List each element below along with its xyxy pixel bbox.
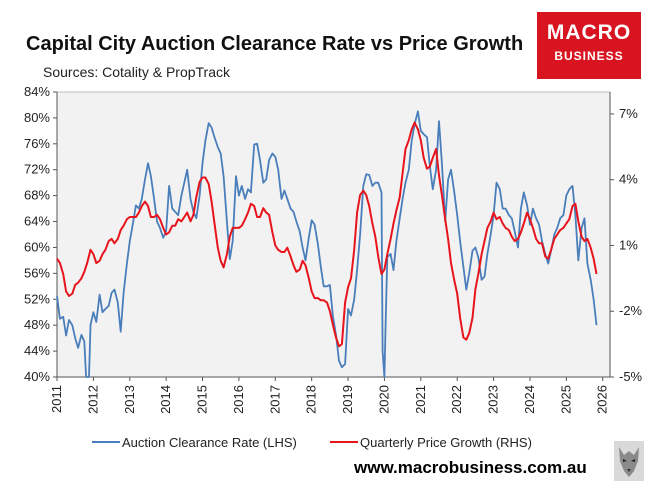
x-tick-label: 2019: [340, 385, 355, 414]
chart-title: Capital City Auction Clearance Rate vs P…: [26, 33, 524, 55]
chart-subtitle: Sources: Cotality & PropTrack: [43, 64, 230, 80]
left-tick-label: 52%: [24, 291, 50, 306]
x-tick-label: 2014: [158, 385, 173, 414]
right-tick-label: -5%: [619, 369, 643, 384]
right-tick-label: -2%: [619, 303, 643, 318]
x-tick-label: 2023: [486, 385, 501, 414]
x-tick-label: 2013: [122, 385, 137, 414]
left-tick-label: 60%: [24, 239, 50, 254]
right-tick-label: 7%: [619, 106, 638, 121]
right-tick-label: 1%: [619, 237, 638, 252]
left-tick-label: 40%: [24, 369, 50, 384]
x-tick-label: 2026: [595, 385, 610, 414]
left-tick-label: 76%: [24, 136, 50, 151]
left-tick-label: 44%: [24, 343, 50, 358]
left-tick-label: 56%: [24, 265, 50, 280]
logo-line-2: BUSINESS: [554, 49, 624, 63]
macrobusiness-logo: MACRO BUSINESS: [537, 12, 641, 79]
left-tick-label: 48%: [24, 317, 50, 332]
logo-line-1: MACRO: [546, 21, 632, 44]
left-tick-label: 72%: [24, 162, 50, 177]
legend-label: Quarterly Price Growth (RHS): [360, 435, 532, 450]
x-tick-label: 2022: [449, 385, 464, 414]
x-axis: 2011 2012 2013 2014 2015 2016 2017 2018 2019 2020…: [49, 376, 610, 414]
clearance-rate-line: [56, 110, 598, 378]
x-tick-label: 2024: [522, 385, 537, 414]
left-tick-label: 80%: [24, 110, 50, 125]
right-axis: -5% -2% 1% 4% 7%: [609, 92, 643, 384]
x-tick-label: 2015: [195, 385, 210, 414]
price-growth-line: [56, 121, 598, 348]
series-layer: [56, 110, 598, 378]
left-tick-label: 64%: [24, 214, 50, 229]
left-tick-label: 84%: [24, 84, 50, 99]
website-url: www.macrobusiness.com.au: [354, 458, 587, 477]
legend-item: Auction Clearance Rate (LHS): [92, 435, 297, 450]
legend-item: Quarterly Price Growth (RHS): [330, 435, 532, 450]
x-tick-label: 2017: [267, 385, 282, 414]
legend: Auction Clearance Rate (LHS) Quarterly Pr…: [92, 435, 532, 450]
x-tick-label: 2025: [558, 385, 573, 414]
x-tick-label: 2020: [376, 385, 391, 414]
x-tick-label: 2011: [49, 385, 64, 413]
legend-label: Auction Clearance Rate (LHS): [122, 435, 297, 450]
x-tick-label: 2021: [413, 385, 428, 414]
x-tick-label: 2012: [85, 385, 100, 414]
x-tick-label: 2018: [304, 385, 319, 414]
wolf-logo-icon: [614, 441, 644, 481]
left-axis: 40% 44% 48% 52% 56% 60% 64% 68% 72% 76% 80% 84%: [24, 84, 58, 384]
x-tick-label: 2016: [231, 385, 246, 414]
right-tick-label: 4%: [619, 172, 638, 187]
plot-area: [56, 91, 611, 378]
left-tick-label: 68%: [24, 188, 50, 203]
